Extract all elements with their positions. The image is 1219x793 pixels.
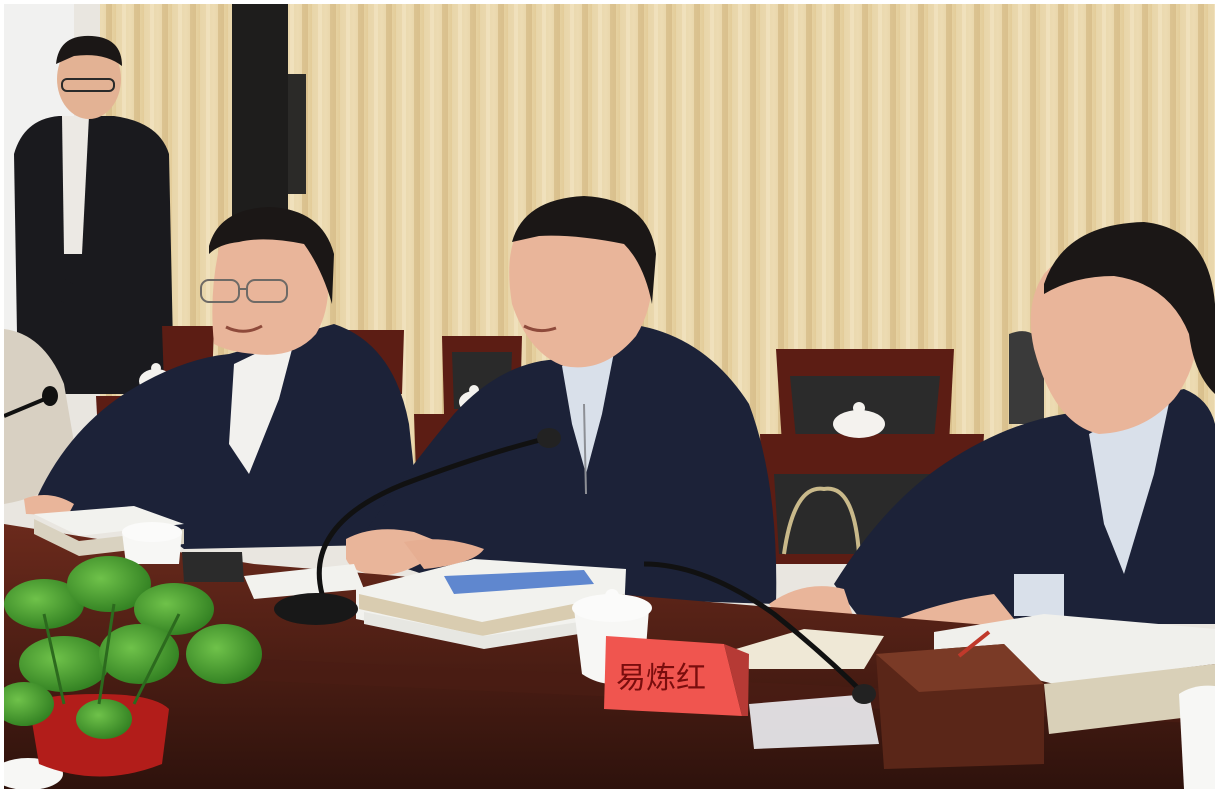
microphones	[274, 428, 876, 704]
man-left	[24, 207, 422, 549]
man-center	[346, 196, 777, 604]
pen-holder	[876, 630, 1044, 769]
potted-plant	[4, 556, 262, 777]
nameplate-text: 易炼红	[616, 661, 706, 696]
documents	[34, 506, 1215, 749]
meeting-photo: 易炼红	[4, 4, 1215, 789]
nameplate: 易炼红	[604, 636, 749, 716]
standing-man	[14, 35, 174, 394]
man-right	[769, 222, 1215, 644]
